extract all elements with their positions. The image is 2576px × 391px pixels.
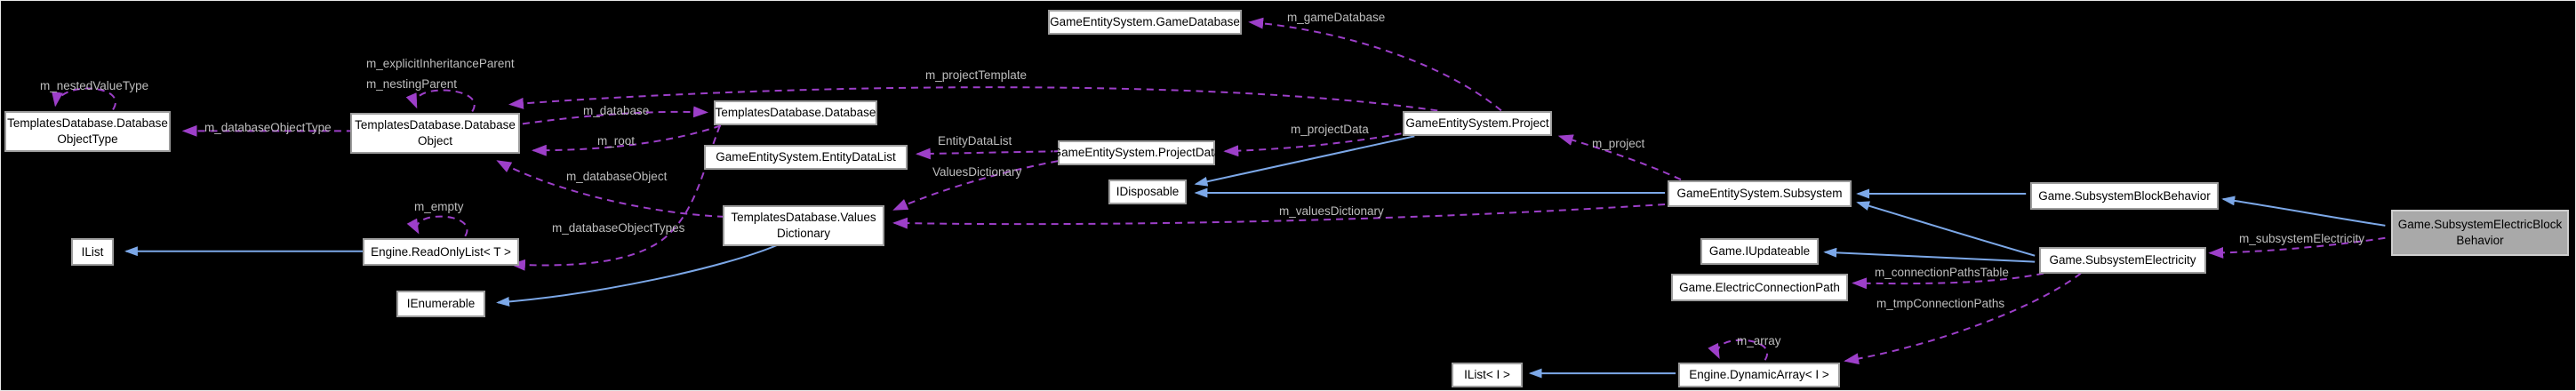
node-databaseobject[interactable]: TemplatesDatabase.Database Object bbox=[350, 113, 520, 154]
edge-label-m-database: m_database bbox=[583, 104, 650, 117]
edge-label-m-tmpconnectionpaths: m_tmpConnectionPaths bbox=[1876, 297, 2005, 310]
edge-project-to-idisposable bbox=[1194, 135, 1415, 187]
edge-m-gamedatabase bbox=[1248, 17, 1502, 112]
edge-label-m-subsystemelectricity: m_subsystemElectricity bbox=[2239, 232, 2365, 245]
edge-label-m-projectdata: m_projectData bbox=[1291, 123, 1369, 136]
edge-label-m-explicitinheritanceparent: m_explicitInheritanceParent bbox=[366, 57, 515, 70]
edge-m-projecttemplate bbox=[508, 86, 1438, 112]
edge-label-m-nestingparent: m_nestingParent bbox=[366, 77, 458, 91]
node-ienumerable[interactable]: IEnumerable bbox=[396, 291, 485, 317]
node-subsystemblockbehavior[interactable]: Game.SubsystemBlockBehavior bbox=[2030, 182, 2219, 210]
edge-m-nestedvaluetype-loop bbox=[52, 87, 116, 110]
node-ilist-i[interactable]: IList< I > bbox=[1452, 363, 1523, 387]
edge-label-valuesdictionary: ValuesDictionary bbox=[932, 165, 1022, 179]
edge-label-m-connectionpathstable: m_connectionPathsTable bbox=[1875, 266, 2009, 279]
edge-valuesdictionary-to-ienumerable bbox=[496, 243, 779, 307]
node-electricblockbehavior: Game.SubsystemElectricBlock Behavior bbox=[2391, 210, 2569, 256]
node-database[interactable]: TemplatesDatabase.Database bbox=[714, 100, 877, 125]
edge-label-m-gamedatabase: m_gameDatabase bbox=[1287, 11, 1386, 24]
node-valuesdictionary[interactable]: TemplatesDatabase.Values Dictionary bbox=[723, 205, 884, 246]
edge-m-projectdata bbox=[1223, 132, 1402, 157]
node-dynamicarray[interactable]: Engine.DynamicArray< I > bbox=[1678, 363, 1840, 387]
edge-label-m-array: m_array bbox=[1737, 334, 1781, 347]
edge-m-inheritance-nesting-loop bbox=[405, 89, 476, 112]
edge-label-m-projecttemplate: m_projectTemplate bbox=[925, 68, 1028, 82]
node-subsystemelectricity[interactable]: Game.SubsystemElectricity bbox=[2039, 247, 2206, 274]
node-databaseobjecttype[interactable]: TemplatesDatabase.Database ObjectType bbox=[4, 111, 171, 152]
edge-m-databaseobject bbox=[496, 160, 724, 218]
node-iupdateable[interactable]: Game.IUpdateable bbox=[1700, 238, 1819, 265]
node-subsystem[interactable]: GameEntitySystem.Subsystem bbox=[1668, 180, 1852, 207]
node-electricconnectionpath[interactable]: Game.ElectricConnectionPath bbox=[1671, 274, 1848, 301]
edge-m-root bbox=[531, 124, 722, 156]
node-projectdata[interactable]: GameEntitySystem.ProjectData bbox=[1052, 140, 1220, 165]
node-entitydatalist[interactable]: GameEntitySystem.EntityDataList bbox=[704, 145, 908, 170]
edge-m-tmpconnectionpaths bbox=[1844, 272, 2082, 365]
edge-label-m-root: m_root bbox=[597, 134, 636, 148]
edge-subsystemelectricity-to-iupdateable bbox=[1823, 247, 2036, 263]
edge-label-entitydatalist: EntityDataList bbox=[938, 134, 1012, 148]
edge-subsystemelectricity-to-subsystem bbox=[1856, 201, 2036, 257]
edge-label-m-empty: m_empty bbox=[414, 200, 464, 213]
node-gamedatabase[interactable]: GameEntitySystem.GameDatabase bbox=[1048, 10, 1242, 35]
node-idisposable[interactable]: IDisposable bbox=[1108, 180, 1187, 204]
edge-m-valuesdictionary bbox=[892, 203, 1666, 229]
node-project[interactable]: GameEntitySystem.Project bbox=[1403, 111, 1552, 136]
edge-electricblockbehavior-to-subsystemblockbehavior bbox=[2221, 196, 2386, 227]
edge-label-m-databaseobject: m_databaseObject bbox=[566, 170, 668, 183]
edge-m-array-loop bbox=[1708, 339, 1768, 361]
edge-entitydatalist-ref bbox=[915, 148, 1059, 160]
edge-label-m-databaseobjecttypes: m_databaseObjectTypes bbox=[552, 221, 685, 235]
edge-m-database bbox=[522, 106, 708, 125]
edge-label-m-project: m_project bbox=[1592, 137, 1645, 150]
node-readonlylist[interactable]: Engine.ReadOnlyList< T > bbox=[363, 238, 519, 266]
edge-label-m-valuesdictionary: m_valuesDictionary bbox=[1279, 204, 1384, 218]
edge-m-empty-loop bbox=[406, 215, 468, 237]
edge-m-project bbox=[1557, 134, 1682, 180]
edge-label-m-databaseobjecttype: m_databaseObjectType bbox=[204, 121, 332, 134]
edge-valuesdictionary-ref bbox=[892, 160, 1059, 211]
node-ilist[interactable]: IList bbox=[71, 238, 114, 266]
edge-label-m-nestedvaluetype: m_nestedValueType bbox=[40, 79, 149, 92]
